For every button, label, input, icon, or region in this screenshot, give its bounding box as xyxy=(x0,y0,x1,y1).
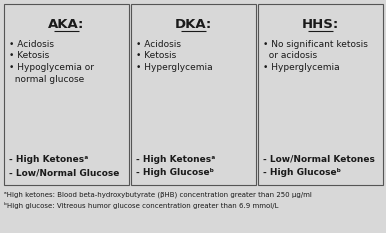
Text: • Hyperglycemia: • Hyperglycemia xyxy=(136,63,213,72)
Text: • Hyperglycemia: • Hyperglycemia xyxy=(263,63,340,72)
Text: HHS:: HHS: xyxy=(302,18,339,31)
Text: - Low/Normal Ketones: - Low/Normal Ketones xyxy=(263,155,375,164)
Text: AKA:: AKA: xyxy=(48,18,85,31)
Text: • Ketosis: • Ketosis xyxy=(136,51,176,61)
Text: - Low/Normal Glucose: - Low/Normal Glucose xyxy=(9,168,119,177)
Text: • Acidosis: • Acidosis xyxy=(9,40,54,49)
Text: - High Glucoseᵇ: - High Glucoseᵇ xyxy=(263,168,341,177)
Text: - High Glucoseᵇ: - High Glucoseᵇ xyxy=(136,168,214,177)
FancyBboxPatch shape xyxy=(131,4,256,185)
Text: normal glucose: normal glucose xyxy=(9,75,84,83)
Text: • Hypoglycemia or: • Hypoglycemia or xyxy=(9,63,94,72)
Text: - High Ketonesᵃ: - High Ketonesᵃ xyxy=(9,155,88,164)
Text: • Ketosis: • Ketosis xyxy=(9,51,49,61)
Text: ᵇHigh glucose: Vitreous humor glucose concentration greater than 6.9 mmol/L: ᵇHigh glucose: Vitreous humor glucose co… xyxy=(4,202,279,209)
FancyBboxPatch shape xyxy=(4,4,129,185)
Text: DKA:: DKA: xyxy=(175,18,212,31)
Text: • Acidosis: • Acidosis xyxy=(136,40,181,49)
Text: ᵃHigh ketones: Blood beta-hydroxybutyrate (βHB) concentration greater than 250 μ: ᵃHigh ketones: Blood beta-hydroxybutyrat… xyxy=(4,191,312,198)
FancyBboxPatch shape xyxy=(258,4,383,185)
Text: • No significant ketosis: • No significant ketosis xyxy=(263,40,368,49)
Text: or acidosis: or acidosis xyxy=(263,51,317,61)
Text: - High Ketonesᵃ: - High Ketonesᵃ xyxy=(136,155,215,164)
